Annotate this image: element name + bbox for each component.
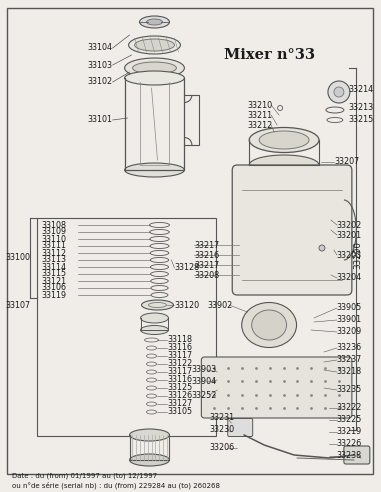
FancyBboxPatch shape xyxy=(232,165,352,295)
Text: 33904: 33904 xyxy=(191,377,216,387)
Text: 33209: 33209 xyxy=(337,328,362,337)
Text: 33905: 33905 xyxy=(337,304,362,312)
Text: 33252: 33252 xyxy=(191,391,217,400)
Text: 33219: 33219 xyxy=(337,428,362,436)
Text: 33902: 33902 xyxy=(207,301,232,309)
Text: 33100: 33100 xyxy=(5,253,30,263)
Text: 33211: 33211 xyxy=(247,111,272,120)
Text: 33202: 33202 xyxy=(337,220,362,229)
Text: 33111: 33111 xyxy=(42,242,67,250)
FancyBboxPatch shape xyxy=(228,419,253,436)
Text: 33217: 33217 xyxy=(194,260,219,270)
Text: 33231: 33231 xyxy=(209,413,234,423)
Text: 33117: 33117 xyxy=(168,351,192,361)
Text: 33110: 33110 xyxy=(42,235,67,244)
Ellipse shape xyxy=(142,300,173,310)
Text: 33213: 33213 xyxy=(349,103,374,113)
Text: 33236: 33236 xyxy=(337,343,362,352)
Text: 33203: 33203 xyxy=(337,250,362,259)
Text: 33113: 33113 xyxy=(42,255,67,265)
Ellipse shape xyxy=(249,155,319,175)
Text: ou n°de série (serial nb) : du (from) 229284 au (to) 260268: ou n°de série (serial nb) : du (from) 22… xyxy=(12,481,220,489)
Text: 33122: 33122 xyxy=(168,360,193,369)
Text: 33121: 33121 xyxy=(42,277,67,285)
Text: 33216: 33216 xyxy=(194,250,219,259)
Text: 33903: 33903 xyxy=(191,366,216,374)
Text: 33125: 33125 xyxy=(168,383,193,393)
Ellipse shape xyxy=(259,131,309,149)
Text: 33112: 33112 xyxy=(42,248,67,257)
Text: 33120: 33120 xyxy=(174,301,200,309)
Ellipse shape xyxy=(328,81,350,103)
Text: 33119: 33119 xyxy=(42,290,67,300)
Text: 33208: 33208 xyxy=(194,271,219,279)
Text: 33107: 33107 xyxy=(5,301,30,309)
Ellipse shape xyxy=(334,87,344,97)
Text: 33116: 33116 xyxy=(168,343,192,352)
Text: Date : du (from) 01/1997 au (to) 12/1997: Date : du (from) 01/1997 au (to) 12/1997 xyxy=(12,473,157,479)
Ellipse shape xyxy=(130,454,170,466)
Text: 33200: 33200 xyxy=(353,241,362,269)
Ellipse shape xyxy=(125,58,184,78)
Text: 33117: 33117 xyxy=(168,368,192,376)
Text: 33222: 33222 xyxy=(337,403,362,412)
Text: 33103: 33103 xyxy=(88,61,113,69)
Text: 33126: 33126 xyxy=(168,392,192,400)
Ellipse shape xyxy=(130,429,170,441)
Bar xyxy=(37,218,216,436)
Text: 33237: 33237 xyxy=(337,356,362,365)
Ellipse shape xyxy=(125,71,184,85)
Text: 33128: 33128 xyxy=(174,264,200,273)
Text: 33109: 33109 xyxy=(42,227,67,237)
Text: 33226: 33226 xyxy=(337,439,362,449)
Ellipse shape xyxy=(147,19,162,25)
Text: 33106: 33106 xyxy=(42,283,67,293)
Ellipse shape xyxy=(141,326,168,335)
Text: 33127: 33127 xyxy=(168,400,193,408)
Text: 33215: 33215 xyxy=(349,116,374,124)
Text: 33108: 33108 xyxy=(42,220,67,229)
Text: 33901: 33901 xyxy=(337,315,362,325)
Text: 33238: 33238 xyxy=(337,452,362,461)
Text: 33101: 33101 xyxy=(88,116,113,124)
Circle shape xyxy=(319,245,325,251)
Ellipse shape xyxy=(128,36,181,54)
Text: 33214: 33214 xyxy=(349,86,374,94)
Text: 33235: 33235 xyxy=(337,386,362,395)
Text: 33118: 33118 xyxy=(168,336,192,344)
Ellipse shape xyxy=(249,127,319,153)
Text: 33212: 33212 xyxy=(247,121,272,129)
Ellipse shape xyxy=(242,303,296,347)
Text: 33210: 33210 xyxy=(247,100,272,110)
Text: 33105: 33105 xyxy=(168,407,192,417)
FancyBboxPatch shape xyxy=(201,357,352,418)
Ellipse shape xyxy=(141,313,168,323)
Text: 33102: 33102 xyxy=(88,78,113,87)
Ellipse shape xyxy=(133,62,176,74)
FancyBboxPatch shape xyxy=(344,446,370,464)
Text: 33217: 33217 xyxy=(194,241,219,249)
Text: 33204: 33204 xyxy=(337,274,362,282)
Text: 33114: 33114 xyxy=(42,263,67,272)
Ellipse shape xyxy=(139,16,170,28)
Text: 33207: 33207 xyxy=(334,157,359,166)
Text: 33116: 33116 xyxy=(168,375,192,385)
Text: 33201: 33201 xyxy=(337,230,362,240)
Text: Mixer n°33: Mixer n°33 xyxy=(224,48,315,62)
Text: 33230: 33230 xyxy=(209,426,234,434)
Text: 33225: 33225 xyxy=(337,416,362,425)
Ellipse shape xyxy=(134,39,174,51)
Text: 33115: 33115 xyxy=(42,270,67,278)
Text: 33104: 33104 xyxy=(88,43,113,53)
Text: 33206: 33206 xyxy=(209,443,234,453)
Text: 33218: 33218 xyxy=(337,368,362,376)
Ellipse shape xyxy=(125,163,184,177)
Ellipse shape xyxy=(252,310,287,340)
